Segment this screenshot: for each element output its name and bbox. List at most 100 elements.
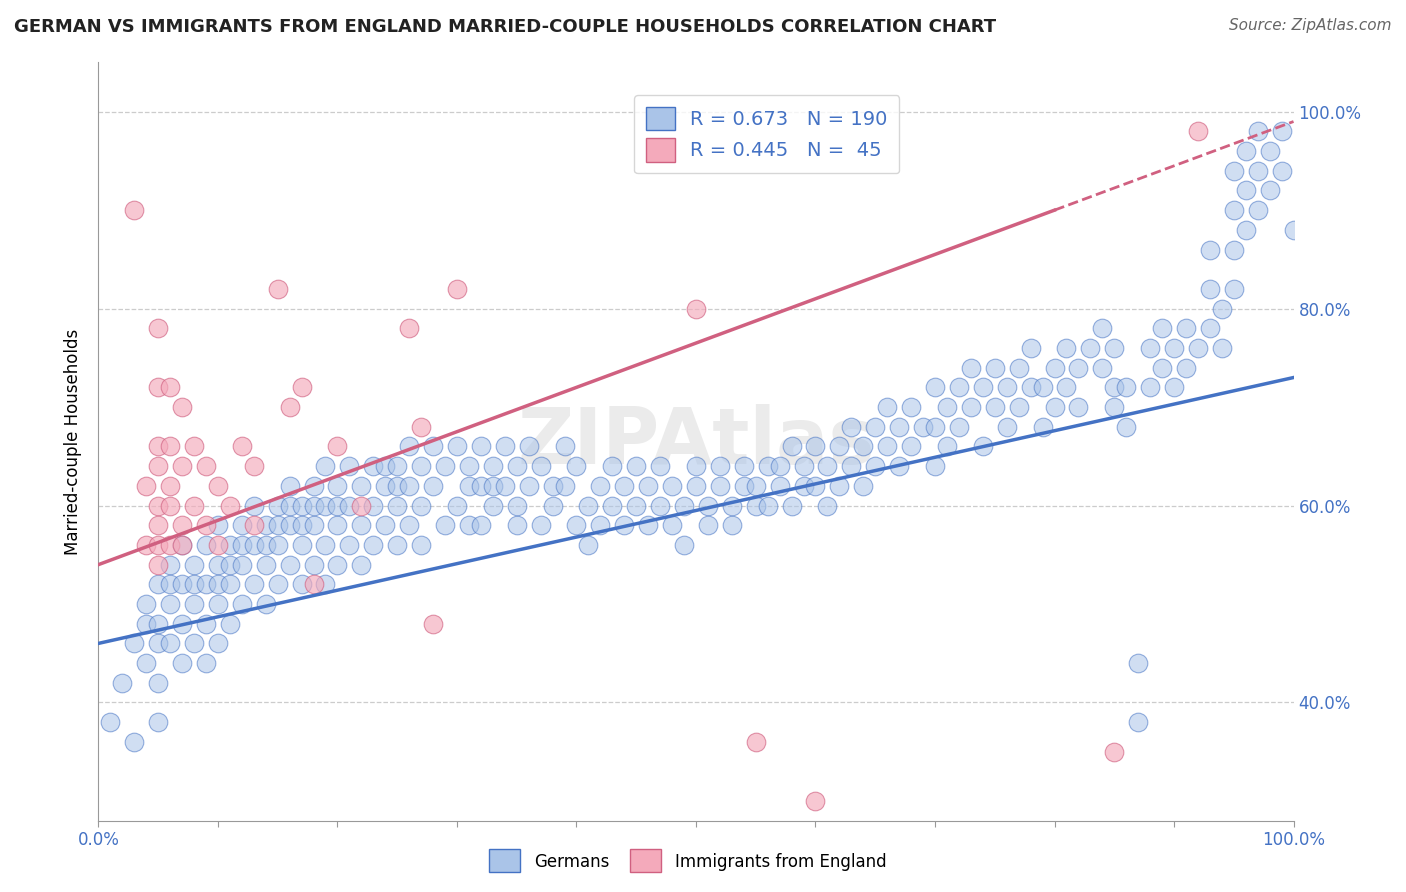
Point bbox=[207, 577, 229, 591]
Point bbox=[1211, 341, 1233, 355]
Point bbox=[637, 518, 659, 533]
Point bbox=[578, 499, 600, 513]
Legend: R = 0.673   N = 190, R = 0.445   N =  45: R = 0.673 N = 190, R = 0.445 N = 45 bbox=[634, 95, 900, 173]
Point bbox=[554, 479, 576, 493]
Point bbox=[626, 459, 648, 474]
Point bbox=[219, 616, 242, 631]
Point bbox=[1019, 380, 1042, 394]
Point bbox=[648, 459, 672, 474]
Point bbox=[302, 479, 325, 493]
Point bbox=[995, 419, 1018, 434]
Point bbox=[876, 400, 898, 414]
Point bbox=[291, 499, 314, 513]
Point bbox=[756, 499, 779, 513]
Point bbox=[159, 636, 181, 650]
Point bbox=[267, 577, 290, 591]
Point bbox=[148, 558, 170, 572]
Point bbox=[350, 479, 373, 493]
Point bbox=[626, 499, 648, 513]
Point bbox=[1199, 282, 1222, 296]
Point bbox=[960, 400, 983, 414]
Point bbox=[254, 518, 277, 533]
Point bbox=[422, 616, 444, 631]
Point bbox=[243, 459, 266, 474]
Point bbox=[697, 518, 720, 533]
Point bbox=[685, 459, 707, 474]
Point bbox=[254, 558, 277, 572]
Point bbox=[315, 538, 337, 552]
Point bbox=[685, 479, 707, 493]
Point bbox=[398, 321, 420, 335]
Point bbox=[924, 380, 946, 394]
Point bbox=[936, 400, 959, 414]
Point bbox=[231, 597, 253, 611]
Point bbox=[541, 479, 564, 493]
Point bbox=[374, 479, 396, 493]
Point bbox=[291, 577, 314, 591]
Point bbox=[278, 558, 301, 572]
Point bbox=[148, 636, 170, 650]
Point bbox=[219, 499, 242, 513]
Point bbox=[207, 597, 229, 611]
Point bbox=[385, 459, 409, 474]
Point bbox=[709, 479, 731, 493]
Point bbox=[422, 440, 444, 454]
Point bbox=[841, 459, 863, 474]
Point bbox=[494, 479, 516, 493]
Point bbox=[219, 538, 242, 552]
Point bbox=[148, 518, 170, 533]
Point bbox=[326, 499, 349, 513]
Point bbox=[685, 301, 707, 316]
Point bbox=[1032, 380, 1054, 394]
Point bbox=[602, 499, 624, 513]
Point bbox=[148, 538, 170, 552]
Point bbox=[1187, 341, 1209, 355]
Point bbox=[148, 715, 170, 730]
Point bbox=[1008, 360, 1031, 375]
Point bbox=[326, 518, 349, 533]
Point bbox=[172, 459, 194, 474]
Point bbox=[339, 459, 361, 474]
Point bbox=[733, 459, 755, 474]
Point bbox=[589, 479, 612, 493]
Point bbox=[960, 360, 983, 375]
Point bbox=[554, 440, 576, 454]
Point bbox=[446, 499, 468, 513]
Point bbox=[148, 440, 170, 454]
Point bbox=[1104, 400, 1126, 414]
Text: GERMAN VS IMMIGRANTS FROM ENGLAND MARRIED-COUPLE HOUSEHOLDS CORRELATION CHART: GERMAN VS IMMIGRANTS FROM ENGLAND MARRIE… bbox=[14, 18, 997, 36]
Point bbox=[900, 440, 922, 454]
Point bbox=[756, 459, 779, 474]
Point bbox=[1056, 341, 1078, 355]
Point bbox=[780, 440, 803, 454]
Point bbox=[385, 499, 409, 513]
Point bbox=[148, 321, 170, 335]
Point bbox=[172, 577, 194, 591]
Point bbox=[422, 479, 444, 493]
Point bbox=[1175, 360, 1198, 375]
Point bbox=[148, 459, 170, 474]
Point bbox=[1234, 223, 1257, 237]
Point bbox=[1128, 656, 1150, 670]
Point bbox=[1115, 380, 1137, 394]
Point bbox=[458, 459, 481, 474]
Point bbox=[1247, 203, 1270, 218]
Point bbox=[458, 518, 481, 533]
Point bbox=[530, 459, 553, 474]
Point bbox=[613, 518, 636, 533]
Point bbox=[183, 499, 205, 513]
Point bbox=[302, 558, 325, 572]
Point bbox=[291, 518, 314, 533]
Point bbox=[470, 479, 492, 493]
Point bbox=[506, 459, 529, 474]
Point bbox=[530, 518, 553, 533]
Point bbox=[889, 419, 911, 434]
Point bbox=[434, 518, 457, 533]
Point bbox=[243, 499, 266, 513]
Point bbox=[207, 636, 229, 650]
Point bbox=[470, 440, 492, 454]
Point bbox=[815, 499, 838, 513]
Point bbox=[1187, 124, 1209, 138]
Point bbox=[195, 459, 218, 474]
Point bbox=[1091, 321, 1114, 335]
